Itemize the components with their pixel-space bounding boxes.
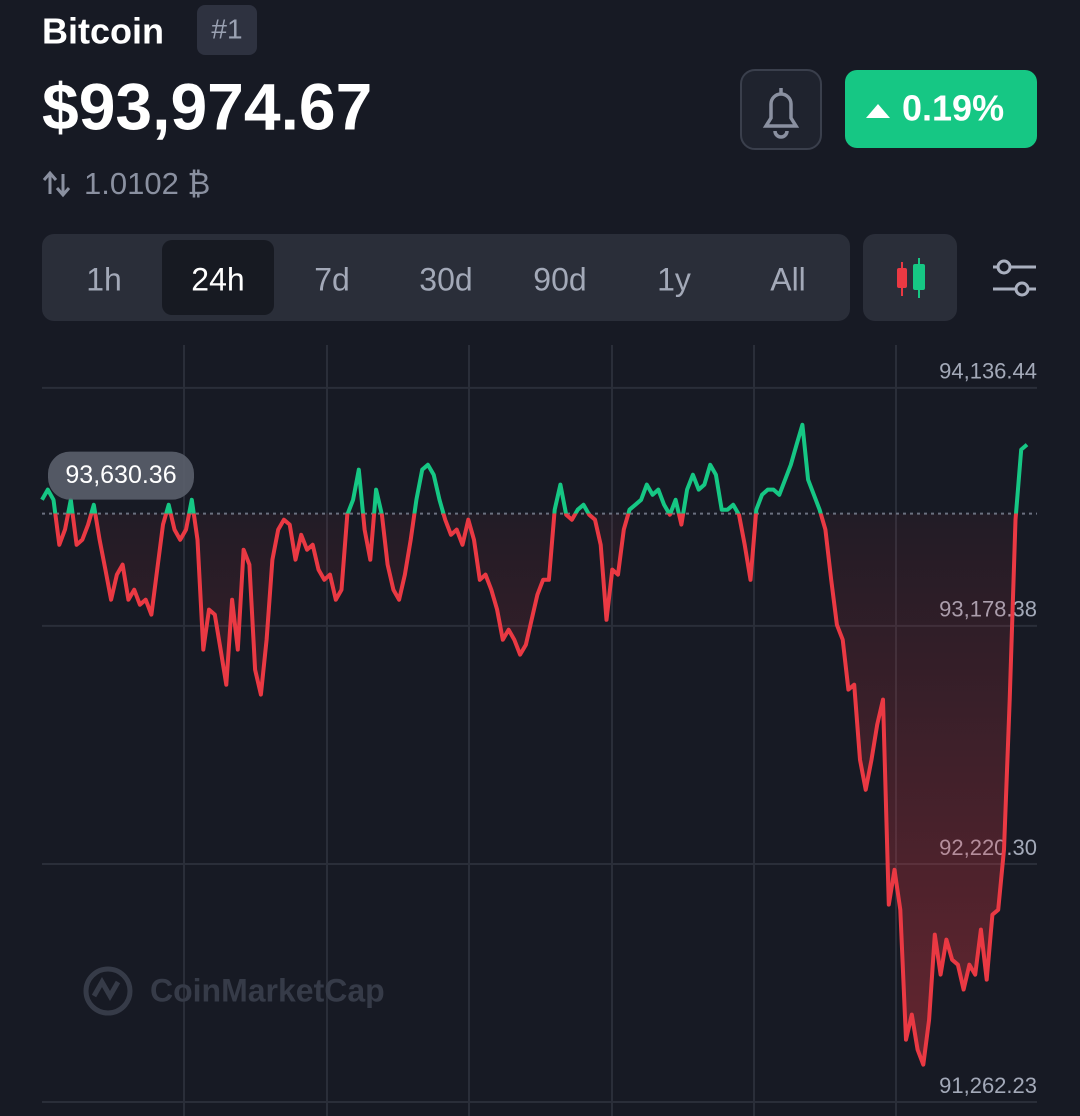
reference-label: 93,630.36	[65, 461, 176, 489]
watermark-logo	[83, 966, 133, 1016]
swap-icon	[42, 170, 71, 198]
up-arrow	[866, 104, 890, 118]
y-tick-label: 91,262.23	[939, 1073, 1037, 1098]
rank-badge	[197, 5, 257, 55]
settings-icon[interactable]	[993, 259, 1036, 297]
rank: #1	[211, 13, 242, 44]
timeframe-option[interactable]: 1h	[86, 261, 122, 297]
y-tick-label: 94,136.44	[939, 359, 1037, 384]
bell-icon	[762, 88, 800, 139]
plot: 93,630.36	[40, 422, 1037, 1067]
timeframe-option[interactable]: 90d	[533, 261, 586, 297]
btc-ratio: 1.0102 ₿	[84, 166, 210, 201]
timeframe-option[interactable]: 24h	[191, 261, 244, 297]
timeframe-option[interactable]: 1y	[657, 261, 691, 297]
coin-name: Bitcoin	[42, 11, 164, 52]
timeframe-selected	[162, 240, 274, 315]
alert-button[interactable]	[740, 69, 822, 150]
change-badge	[845, 70, 1037, 148]
timeframe-option[interactable]: 7d	[314, 261, 350, 297]
price: $93,974.67	[42, 69, 372, 143]
timeframes: 1h 24h 7d 30d 90d 1y All	[86, 240, 806, 315]
change: 0.19%	[902, 88, 1004, 129]
reference-badge	[48, 451, 194, 500]
candle-icon	[897, 258, 925, 298]
timeframe-option[interactable]: All	[770, 261, 806, 297]
price-line	[40, 422, 1029, 1067]
chart-type-button[interactable]	[863, 234, 957, 321]
timeframe-option[interactable]: 30d	[419, 261, 472, 297]
watermark: CoinMarketCap	[150, 972, 385, 1008]
